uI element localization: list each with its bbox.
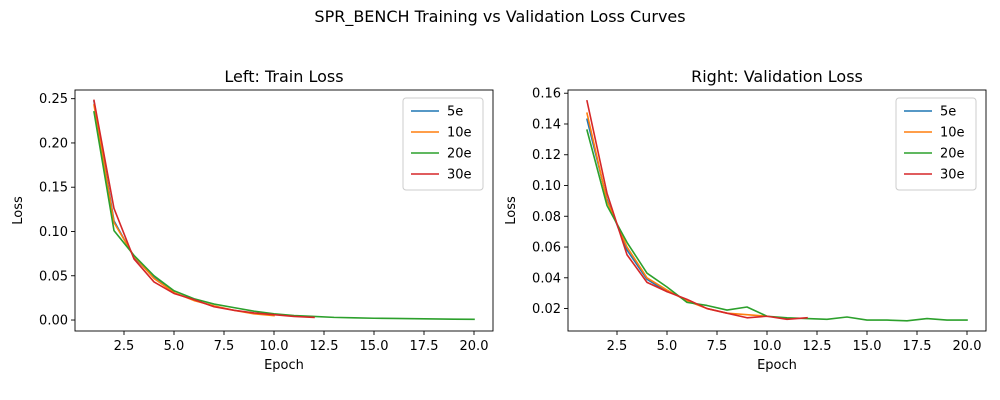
train-loss-y-tick-label: 0.10 [39,225,68,240]
train-loss-legend: 5e 10e 20e 30e [402,97,484,191]
validation-loss-x-tick-label: 10.0 [753,339,782,354]
train-loss-x-tick-label: 17.5 [410,339,439,354]
train-loss-legend-label-30e: 30e [447,168,472,183]
validation-loss-y-tick-label: 0.06 [532,241,561,256]
validation-loss-legend-label-10e: 10e [940,126,965,141]
validation-loss-y-tick-label: 0.16 [532,87,561,102]
validation-loss-y-tick-label: 0.02 [532,302,561,317]
validation-loss-y-tick-label: 0.14 [532,117,561,132]
validation-loss-series-line-30e [586,99,808,321]
validation-loss-title: Right: Validation Loss [691,67,863,86]
train-loss-y-tick-label: 0.00 [39,314,68,329]
train-loss-y-tick-label: 0.20 [39,136,68,151]
train-loss-axes-frame [74,89,494,332]
validation-loss-legend: 5e 10e 20e 30e [895,97,977,191]
validation-loss-x-tick-label: 20.0 [953,339,982,354]
train-loss-x-tick-label: 15.0 [360,339,389,354]
validation-loss-x-tick-label: 15.0 [853,339,882,354]
figure-suptitle: SPR_BENCH Training vs Validation Loss Cu… [314,7,685,27]
train-loss-y-tick-label: 0.05 [39,269,68,284]
validation-loss-plot-area: 2.5 5.0 7.5 10.0 12.5 15.0 17.5 20.0 0.02 0.04 0.0… [532,87,987,354]
train-loss-xlabel: Epoch [264,358,304,373]
validation-loss-series-group [586,99,968,322]
train-loss-ylabel: Loss [11,196,26,225]
train-loss-panel: Left: Train Loss Epoch Loss 2.5 5.0 7.5 10.… [11,67,494,373]
train-loss-x-tick-label: 20.0 [460,339,489,354]
validation-loss-ylabel: Loss [504,196,519,225]
train-loss-x-tick-label: 7.5 [214,339,235,354]
validation-loss-legend-label-5e: 5e [940,105,956,120]
train-loss-series-line-20e [93,111,475,321]
train-loss-legend-box [402,97,484,191]
validation-loss-panel: Right: Validation Loss Epoch Loss 2.5 5.0… [504,67,987,373]
train-loss-x-tick-label: 12.5 [310,339,339,354]
validation-loss-x-tick-label: 2.5 [607,339,628,354]
train-loss-x-tick-label: 2.5 [114,339,135,354]
validation-loss-y-tick-label: 0.04 [532,271,561,286]
train-loss-y-tick-label: 0.25 [39,92,68,107]
train-loss-y-tick-label: 0.15 [39,181,68,196]
train-loss-title: Left: Train Loss [224,67,343,86]
train-loss-series-line-30e [93,99,315,319]
validation-loss-axes-frame [567,89,987,332]
validation-loss-x-tick-label: 7.5 [707,339,728,354]
train-loss-series-group [93,99,475,321]
validation-loss-x-tick-label: 17.5 [903,339,932,354]
train-loss-legend-label-5e: 5e [447,105,463,120]
train-loss-series-line-5e [93,100,176,293]
train-loss-legend-label-10e: 10e [447,126,472,141]
train-loss-plot-area: 2.5 5.0 7.5 10.0 12.5 15.0 17.5 20.0 0.00 0.05 0.1… [39,89,494,354]
train-loss-x-tick-label: 5.0 [164,339,185,354]
train-loss-x-tick-label: 10.0 [260,339,289,354]
validation-loss-x-tick-label: 5.0 [657,339,678,354]
validation-loss-legend-label-20e: 20e [940,147,965,162]
validation-loss-y-tick-label: 0.12 [532,148,561,163]
validation-loss-series-line-5e [586,118,669,293]
validation-loss-y-tick-label: 0.08 [532,210,561,225]
validation-loss-x-tick-label: 12.5 [803,339,832,354]
validation-loss-legend-label-30e: 30e [940,168,965,183]
validation-loss-legend-box [895,97,977,191]
validation-loss-y-tick-label: 0.10 [532,179,561,194]
train-loss-legend-label-20e: 20e [447,147,472,162]
train-loss-series-line-10e [93,103,275,317]
validation-loss-xlabel: Epoch [757,358,797,373]
